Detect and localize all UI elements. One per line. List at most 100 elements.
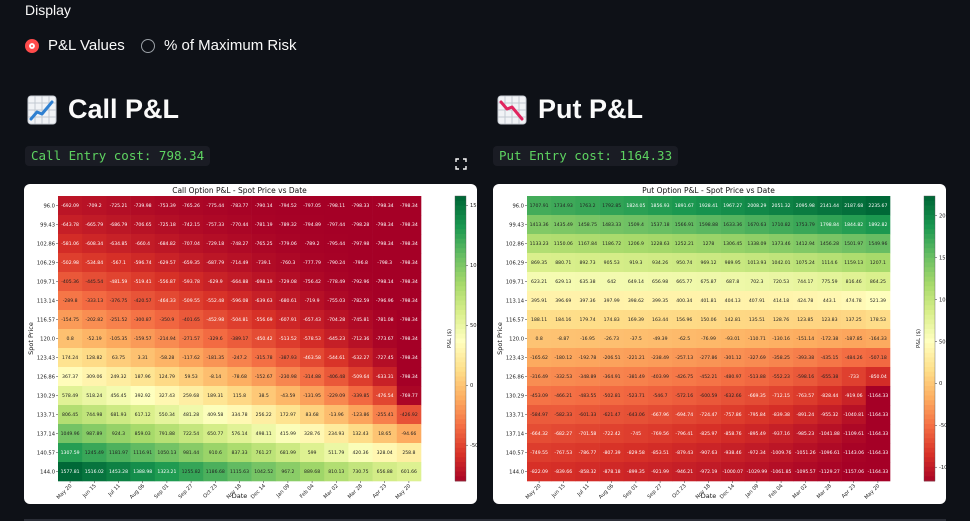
call-cell-label: 599 (308, 450, 317, 456)
call-colorbar-segment (455, 362, 466, 368)
put-colorbar-label: P&L ($) (916, 329, 922, 348)
call-cell-label: 0.8 (66, 336, 73, 342)
call-heatmap-cell (275, 348, 301, 368)
radio-pl-values[interactable]: P&L Values (25, 37, 125, 54)
put-colorbar-tick-label: 0 (939, 381, 942, 387)
radio-selected-icon[interactable] (25, 38, 39, 53)
put-colorbar-segment (924, 205, 935, 211)
put-cell-label: 1435.49 (554, 222, 573, 228)
call-cell-label: -181.35 (206, 355, 224, 361)
call-cell-label: -426.92 (400, 412, 418, 418)
put-y-tick-label: 102.86 (506, 241, 524, 247)
put-cell-label: 179.74 (579, 317, 595, 323)
call-cell-label: -333.13 (85, 298, 103, 304)
call-heatmap-cell (324, 234, 349, 254)
radio-unselected-icon[interactable] (141, 38, 155, 53)
call-y-tick-label: 96.0 (43, 203, 55, 209)
put-cell-label: 128.76 (773, 317, 789, 323)
call-cell-label: -664.88 (231, 279, 249, 285)
call-colorbar-segment (455, 300, 466, 306)
call-cell-label: -645.23 (327, 336, 345, 342)
put-cell-label: 2141.44 (820, 203, 839, 209)
put-x-tick-label: Aug 06 (598, 483, 615, 500)
put-colorbar-segment (924, 319, 935, 325)
put-heatmap-cell (696, 329, 721, 349)
call-heatmap-cell (227, 310, 252, 330)
call-colorbar-segment (455, 457, 466, 463)
call-cell-label: 334.78 (231, 412, 247, 418)
put-cell-label: -164.33 (869, 336, 887, 342)
put-cell-label: -643.06 (627, 412, 645, 418)
put-heatmap-cell (744, 348, 770, 368)
put-heatmap-cell (623, 424, 649, 444)
call-colorbar-segment (455, 257, 466, 263)
call-cell-label: -792.96 (352, 279, 370, 285)
put-cell-label: -598.16 (796, 374, 814, 380)
put-cell-label: -632.66 (724, 393, 742, 399)
put-cell-label: 623.21 (531, 279, 547, 285)
put-entry-cost: Put Entry cost: 1164.33 (493, 146, 679, 166)
put-heatmap-cell (841, 367, 867, 387)
call-cell-label: -798.34 (376, 222, 394, 228)
put-cell-label: -552.23 (772, 374, 790, 380)
put-cell-label: 1458.75 (578, 222, 597, 228)
put-cell-label: 635.38 (579, 279, 595, 285)
call-cell-label: -794.89 (303, 222, 321, 228)
put-cell-label: 398.62 (628, 298, 644, 304)
put-heatmap-cell (672, 196, 697, 216)
call-heatmap-cell (179, 329, 204, 349)
radio-max-risk[interactable]: % of Maximum Risk (141, 37, 297, 54)
call-cell-label: 259.68 (183, 393, 199, 399)
call-cell-label: 810.13 (328, 469, 344, 475)
call-heatmap-cell (372, 291, 398, 311)
call-cell-label: 187.96 (135, 374, 151, 380)
call-heatmap-cell (348, 367, 373, 387)
call-cell-label: -329.6 (208, 336, 223, 342)
put-heatmap-cell (793, 310, 818, 330)
put-colorbar-segment (924, 409, 935, 415)
put-heatmap-cell (865, 196, 891, 216)
put-heatmap-cell (599, 443, 625, 463)
call-cell-label: -659.35 (182, 260, 200, 266)
call-cell-label: 681.93 (110, 412, 126, 418)
put-x-tick-label: Jan 09 (744, 483, 760, 499)
put-heatmap-cell (623, 310, 649, 330)
call-cell-label: -714.49 (231, 260, 249, 266)
put-cell-label: -393.38 (796, 355, 814, 361)
put-heatmap-cell (551, 196, 576, 216)
put-heatmap-cell (696, 196, 721, 216)
put-heatmap-cell (648, 367, 673, 387)
put-x-tick-label: May 20 (525, 483, 543, 501)
call-chart-title: Call Option P&L - Spot Price vs Date (172, 186, 307, 195)
call-cell-label: -796.8 (353, 260, 368, 266)
put-cell-label: -513.88 (748, 374, 766, 380)
call-cell-label: 234.93 (328, 431, 344, 437)
put-cell-label: -946.21 (675, 469, 693, 475)
put-heatmap-cell (769, 348, 794, 368)
put-cell-label: -891.24 (796, 412, 814, 418)
call-cell-label: -401.65 (182, 317, 200, 323)
put-cell-label: -724.47 (700, 412, 718, 418)
put-y-tick-label: 137.14 (506, 431, 525, 437)
fullscreen-icon[interactable] (455, 158, 467, 170)
call-cell-label: -481.59 (110, 279, 128, 285)
put-heatmap-cell (841, 253, 867, 273)
call-cell-label: -790.24 (327, 260, 345, 266)
call-heatmap-cell (396, 196, 422, 216)
put-heatmap-cell (575, 272, 600, 292)
call-heatmap-cell (324, 424, 349, 444)
call-heatmap-cell (106, 234, 131, 254)
call-cell-label: -567.1 (111, 260, 126, 266)
put-heatmap-cell (817, 424, 842, 444)
call-heatmap-cell (58, 329, 83, 349)
put-cell-label: 1186.72 (602, 241, 621, 247)
call-colorbar-segment (455, 343, 466, 349)
call-heatmap-cell (300, 462, 325, 482)
call-cell-label: -692.09 (61, 203, 79, 209)
put-cell-label: 1798.84 (820, 222, 839, 228)
call-y-tick-label: 126.86 (37, 374, 55, 380)
call-cell-label: -790.14 (255, 203, 273, 209)
call-cell-label: 59.53 (185, 374, 198, 380)
call-x-tick-label: Mar 28 (347, 483, 364, 500)
put-heatmap-cell (575, 348, 600, 368)
